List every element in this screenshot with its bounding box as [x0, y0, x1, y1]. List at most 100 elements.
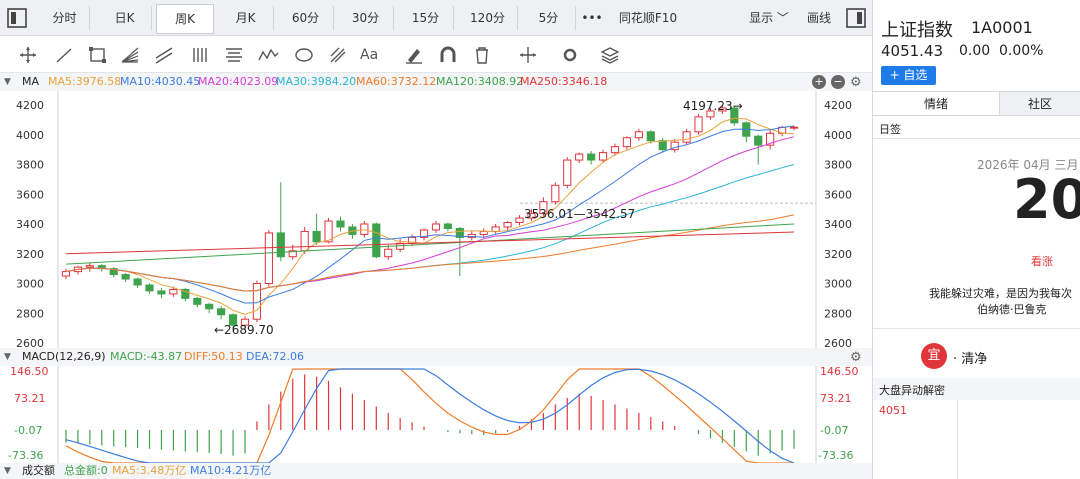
- divider: [873, 328, 1080, 329]
- collapse-arrow-icon[interactable]: ▼: [4, 466, 11, 476]
- ma10-line: [65, 125, 795, 304]
- candle-body: [85, 265, 94, 268]
- price-axis-label-left: 2600: [16, 337, 44, 350]
- measure-icon[interactable]: [516, 44, 540, 66]
- candle-body: [718, 107, 727, 112]
- tab-5min[interactable]: 5分: [522, 6, 576, 30]
- candle-body: [61, 271, 71, 277]
- candle-body: [766, 132, 775, 146]
- price-axis-label-left: 3000: [16, 278, 44, 291]
- candle-body: [622, 137, 632, 148]
- candle-body: [372, 223, 381, 258]
- candle-body: [789, 126, 799, 129]
- more-tabs-button[interactable]: •••: [581, 11, 603, 25]
- tab-60min[interactable]: 60分: [278, 6, 334, 30]
- divider: [873, 138, 1080, 139]
- candle-body: [133, 278, 142, 286]
- line-icon[interactable]: [52, 44, 76, 66]
- gann-icon[interactable]: [326, 44, 350, 66]
- candle-body: [467, 233, 476, 238]
- tab-30min[interactable]: 30分: [338, 6, 394, 30]
- candle-body: [587, 153, 596, 161]
- price-axis-label-right: 4000: [824, 129, 852, 142]
- candle-body: [336, 220, 345, 228]
- candle-body: [288, 250, 297, 258]
- tab-sentiment[interactable]: 情绪: [873, 91, 999, 116]
- parallel-lines-icon[interactable]: [152, 44, 176, 66]
- candle-body: [610, 146, 620, 154]
- ma250-value: MA250:3346.18: [520, 75, 608, 88]
- price-axis-label-right: 2800: [824, 307, 852, 320]
- candle-body: [706, 110, 715, 118]
- collapse-arrow-icon[interactable]: ▼: [4, 352, 11, 362]
- fib-icon[interactable]: [188, 44, 212, 66]
- display-menu[interactable]: 显示 ﹀: [744, 6, 794, 30]
- ma60-line: [65, 214, 795, 292]
- macd-axis-left-1: 146.50: [10, 365, 49, 378]
- tab-community[interactable]: 社区: [999, 91, 1080, 116]
- price-axis-label-right: 3400: [824, 218, 852, 231]
- add-watchlist-button[interactable]: + 自选: [881, 66, 936, 85]
- ma-settings-icon[interactable]: ⚙: [850, 75, 862, 90]
- candle-body: [575, 153, 584, 161]
- trash-icon[interactable]: [470, 44, 494, 66]
- zoom-out-icon[interactable]: −: [831, 75, 845, 89]
- rect-icon[interactable]: [86, 44, 110, 66]
- magnet-icon[interactable]: [436, 44, 460, 66]
- diff-value: DIFF:50.13: [184, 350, 243, 363]
- macd-axis-left-3: -0.07: [14, 424, 43, 437]
- sidebar-toggle-icon[interactable]: [6, 7, 28, 29]
- candle-body: [634, 131, 643, 139]
- text-lines-icon[interactable]: [222, 44, 246, 66]
- price-axis-label-left: 3800: [16, 159, 44, 172]
- cycle-icon[interactable]: [292, 44, 316, 66]
- macd-axis-right-3: -0.07: [820, 424, 849, 437]
- crosshair-icon[interactable]: [16, 44, 40, 66]
- macd-settings-icon[interactable]: ⚙: [850, 350, 862, 365]
- candle-body: [646, 131, 655, 142]
- ma5-value: MA5:3976.58: [48, 75, 122, 88]
- wave-icon[interactable]: [256, 44, 280, 66]
- candle-body: [503, 222, 512, 228]
- brush-icon[interactable]: [402, 44, 426, 66]
- ma30-value: MA30:3984.20: [276, 75, 357, 88]
- tab-day-k[interactable]: 日K: [98, 6, 152, 30]
- candle-body: [240, 318, 250, 326]
- candle-body: [658, 140, 667, 151]
- macd-axis-right-1: 146.50: [820, 365, 859, 378]
- diff-line: [65, 368, 794, 464]
- collapse-arrow-icon[interactable]: ▼: [4, 77, 11, 87]
- macd-axis-left-4: -73.36: [8, 449, 44, 462]
- low-annotation: ←2689.70: [214, 323, 274, 337]
- quote-line-1: 我能躲过灾难，是因为我每次: [929, 287, 1072, 300]
- text-icon[interactable]: Aa: [360, 47, 379, 63]
- fan-icon[interactable]: [118, 44, 142, 66]
- candle-body: [682, 131, 691, 143]
- ma60-value: MA60:3732.12: [356, 75, 437, 88]
- tab-120min[interactable]: 120分: [458, 6, 518, 30]
- tab-f10[interactable]: 同花顺F10: [618, 11, 678, 25]
- macd-axis-right-4: -73.36: [818, 449, 854, 462]
- draw-line-button[interactable]: 画线: [806, 11, 831, 25]
- candle-body: [491, 226, 500, 232]
- layers-icon[interactable]: [598, 44, 622, 66]
- high-annotation: 4197.23→: [683, 99, 743, 113]
- price-axis-label-left: 3600: [16, 188, 44, 201]
- tab-week-k[interactable]: 周K: [156, 4, 214, 34]
- candle-body: [300, 230, 309, 252]
- tab-15min[interactable]: 15分: [398, 6, 454, 30]
- kline-chart[interactable]: 4200 4200 4000 4000 3800 3800 3600 3600 3400 3400…: [0, 91, 872, 479]
- candle-body: [539, 201, 548, 215]
- ma120-value: MA120:3408.92: [436, 75, 524, 88]
- tab-month-k[interactable]: 月K: [218, 6, 274, 30]
- tab-fenshi[interactable]: 分时: [40, 6, 90, 30]
- quote-author: 伯纳德·巴鲁克: [977, 303, 1047, 316]
- stock-code: 1A0001: [971, 18, 1033, 37]
- price-axis-label-right: 3200: [824, 248, 852, 261]
- price-axis-label-right: 2600: [824, 337, 852, 350]
- settings-icon[interactable]: [558, 44, 582, 66]
- panel-toggle-icon[interactable]: [845, 7, 867, 29]
- zoom-in-icon[interactable]: +: [812, 75, 826, 89]
- price-axis-label-left: 2800: [16, 307, 44, 320]
